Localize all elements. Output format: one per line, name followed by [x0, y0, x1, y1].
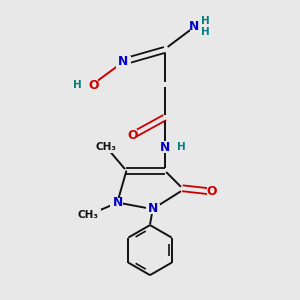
Text: O: O: [207, 185, 217, 198]
Bar: [72, 79, 98, 91]
Bar: [207, 185, 223, 197]
Bar: [93, 141, 119, 153]
Bar: [162, 141, 188, 153]
Text: H: H: [176, 142, 185, 152]
Text: O: O: [88, 79, 99, 92]
Text: N: N: [160, 141, 170, 154]
Text: CH₃: CH₃: [95, 142, 116, 152]
Text: O: O: [127, 129, 138, 142]
Text: H: H: [74, 80, 82, 90]
Text: H: H: [201, 27, 210, 37]
Text: H: H: [201, 16, 210, 26]
Text: N: N: [118, 55, 129, 68]
Bar: [75, 209, 101, 221]
Text: N: N: [112, 196, 123, 209]
Bar: [116, 56, 131, 68]
Text: N: N: [189, 20, 199, 33]
Text: CH₃: CH₃: [78, 210, 99, 220]
Bar: [190, 15, 219, 32]
Text: N: N: [148, 202, 158, 215]
Bar: [146, 204, 160, 214]
Bar: [110, 198, 123, 208]
Bar: [122, 129, 137, 141]
